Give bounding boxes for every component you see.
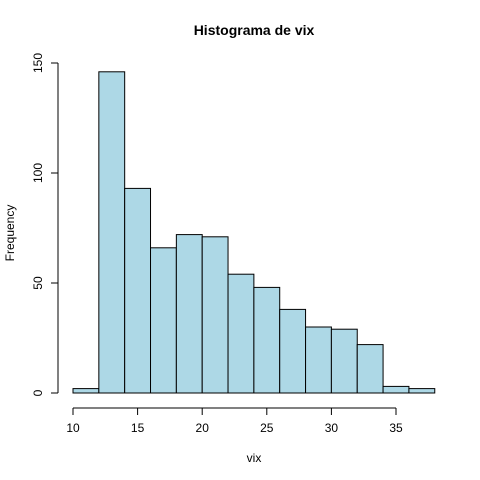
y-axis: 0 50 100 150	[31, 53, 59, 396]
y-tick-label: 150	[31, 53, 45, 73]
y-tick-label: 50	[31, 276, 45, 290]
histogram-bars	[72, 71, 436, 394]
x-tick-label: 10	[66, 421, 80, 435]
histogram-bar	[98, 71, 126, 394]
histogram-bar	[175, 234, 203, 394]
histogram-bar	[227, 273, 255, 394]
x-tick-label: 25	[260, 421, 274, 435]
histogram-bar	[279, 308, 307, 394]
histogram-bar	[201, 236, 229, 394]
histogram-bar	[382, 385, 410, 394]
x-axis: 10 15 20 25 30 35	[66, 407, 403, 435]
x-tick-label: 20	[196, 421, 210, 435]
histogram-bar	[408, 388, 436, 394]
y-axis-label: Frequency	[3, 205, 17, 262]
histogram-bar	[253, 286, 281, 394]
histogram-bar	[124, 187, 152, 394]
y-tick-label: 100	[31, 163, 45, 183]
x-tick-label: 15	[131, 421, 145, 435]
histogram-bar	[150, 247, 177, 394]
x-tick-label: 35	[389, 421, 403, 435]
chart-title: Histograma de vix	[194, 22, 315, 38]
histogram-bar	[305, 326, 332, 394]
histogram-bar	[330, 328, 358, 394]
x-tick-label: 30	[325, 421, 339, 435]
x-axis-label: vix	[247, 451, 262, 465]
histogram-bar	[72, 388, 100, 394]
y-tick-label: 0	[31, 389, 45, 396]
histogram-bar	[356, 344, 384, 394]
